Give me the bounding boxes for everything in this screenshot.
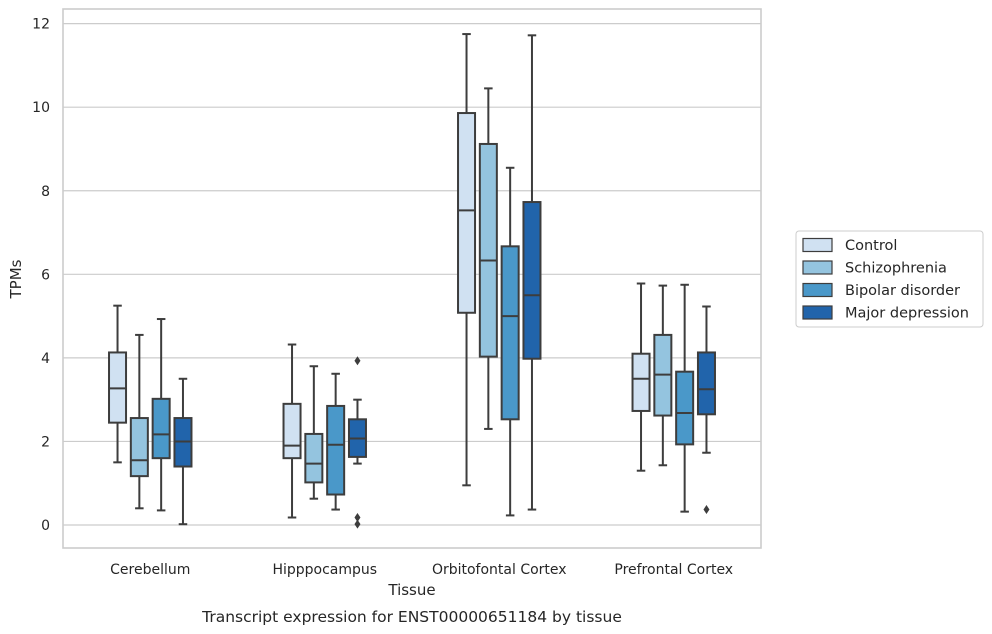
legend-label: Bipolar disorder	[845, 283, 960, 299]
y-axis-label: TPMs	[7, 259, 25, 299]
y-tick-label: 6	[41, 267, 50, 283]
y-tick-label: 8	[41, 184, 50, 200]
x-tick-label: Cerebellum	[110, 562, 190, 578]
box-0-2	[151, 318, 171, 512]
legend-item: Bipolar disorder	[802, 282, 960, 299]
legend: Control Schizophrenia Bipolar disorder Majo…	[795, 230, 984, 328]
box-iqr	[457, 112, 477, 314]
box-1-0	[282, 343, 302, 519]
y-tick-label: 0	[41, 518, 50, 534]
legend-label: Schizophrenia	[845, 261, 947, 277]
boxes	[108, 33, 716, 529]
x-tick-labels: Cerebellum Hipppocampus Orbitofontal Corte…	[110, 562, 733, 578]
box-2-2	[500, 166, 520, 517]
outlier-point	[354, 519, 361, 529]
box-0-0	[108, 304, 128, 464]
plot-area-frame	[62, 8, 762, 549]
box-iqr	[478, 142, 498, 358]
box-2-1	[478, 87, 498, 430]
box-1-2	[326, 372, 346, 511]
box-0-1	[129, 333, 149, 510]
box-iqr	[500, 245, 520, 421]
box-iqr	[151, 397, 171, 460]
box-iqr	[522, 201, 542, 360]
box-3-0	[631, 282, 651, 472]
box-iqr	[675, 370, 695, 446]
box-iqr	[326, 404, 346, 496]
legend-label: Major depression	[845, 306, 969, 322]
legend-item: Control	[802, 237, 897, 254]
box-2-3	[522, 34, 542, 511]
box-2-0	[457, 33, 477, 487]
legend-swatch	[802, 260, 833, 275]
x-tick-label: Orbitofontal Cortex	[432, 562, 567, 578]
y-tick-label: 2	[41, 434, 50, 450]
y-tick-label: 10	[32, 100, 50, 116]
legend-item: Major depression	[802, 305, 969, 322]
legend-item: Schizophrenia	[802, 260, 947, 277]
box-iqr	[631, 352, 651, 412]
outlier-point	[354, 512, 361, 522]
legend-label: Control	[845, 238, 897, 254]
y-tick-label: 4	[41, 351, 50, 367]
box-iqr	[282, 402, 302, 460]
legend-swatch	[802, 282, 833, 298]
y-tick-labels: 0 2 4 6 8 10 12	[32, 17, 50, 534]
x-axis-label: Tissue	[387, 581, 435, 599]
box-iqr	[696, 351, 716, 416]
outlier-point	[703, 505, 710, 515]
box-iqr	[304, 432, 324, 484]
box-1-1	[304, 365, 324, 500]
outlier-point	[354, 356, 361, 366]
box-3-1	[653, 284, 673, 467]
box-0-3	[173, 377, 193, 526]
box-iqr	[129, 417, 149, 478]
box-3-3	[696, 305, 716, 515]
y-tick-label: 12	[32, 17, 50, 33]
x-tick-label: Prefrontal Cortex	[614, 562, 733, 578]
legend-frame	[795, 230, 984, 328]
box-1-3	[347, 356, 367, 529]
legend-swatch	[802, 237, 833, 253]
x-tick-label: Hipppocampus	[272, 562, 377, 578]
box-3-2	[675, 283, 695, 513]
chart-caption: Transcript expression for ENST0000065118…	[201, 608, 622, 626]
legend-swatch	[802, 305, 833, 320]
